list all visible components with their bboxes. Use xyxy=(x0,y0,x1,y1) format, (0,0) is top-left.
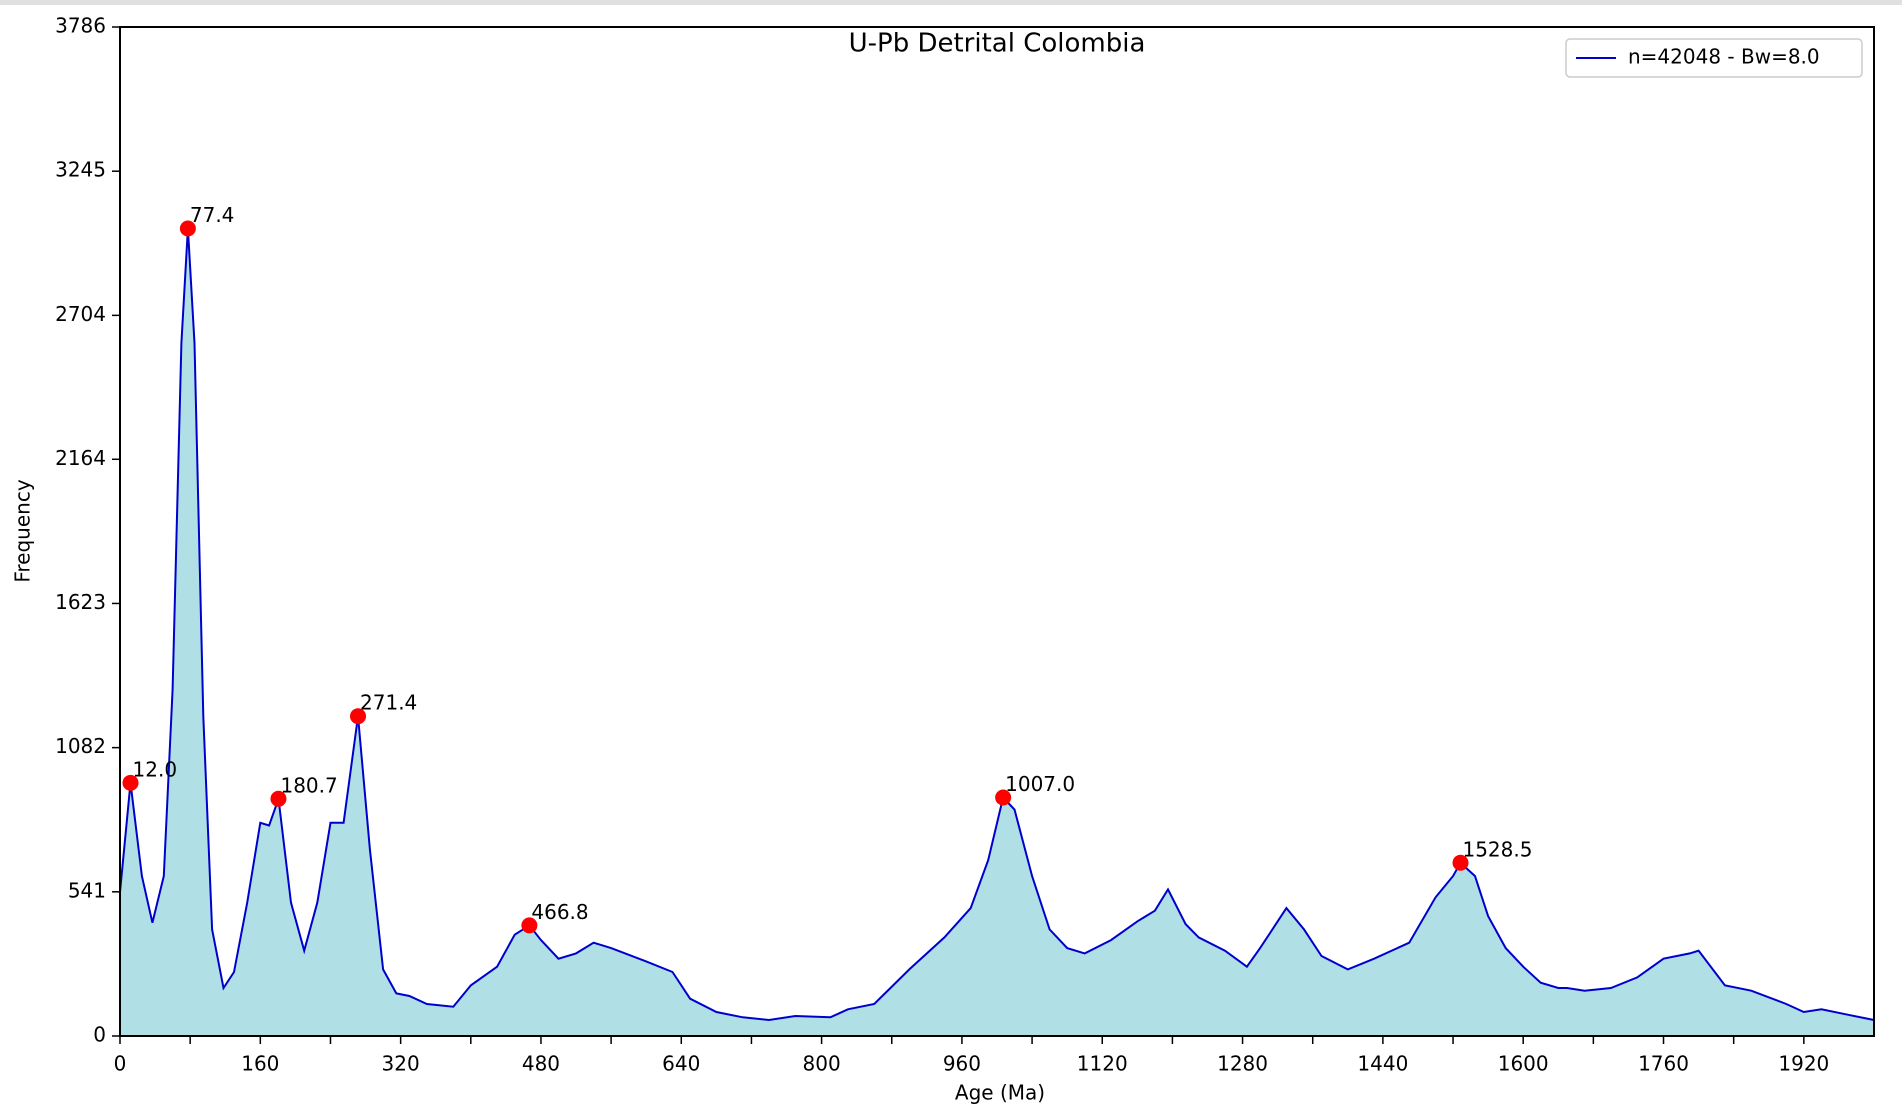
peak-label: 12.0 xyxy=(133,757,178,781)
y-tick-label: 2164 xyxy=(55,446,106,470)
peak-label: 180.7 xyxy=(280,773,337,797)
y-tick-label: 3786 xyxy=(55,14,106,38)
peak-marker xyxy=(350,708,367,725)
y-tick-label: 2704 xyxy=(55,302,106,326)
y-tick-label: 1082 xyxy=(55,734,106,758)
peak-label: 77.4 xyxy=(190,203,235,227)
legend-box xyxy=(1565,38,1863,78)
x-tick-label: 480 xyxy=(522,1052,560,1076)
x-tick-label: 160 xyxy=(241,1052,279,1076)
x-tick-label: 800 xyxy=(803,1052,841,1076)
x-tick-label: 0 xyxy=(114,1052,127,1076)
x-tick-label: 320 xyxy=(382,1052,420,1076)
x-tick-label: 1120 xyxy=(1077,1052,1128,1076)
x-tick-label: 1760 xyxy=(1638,1052,1689,1076)
peak-marker xyxy=(179,220,196,237)
top-bar xyxy=(0,0,1902,5)
x-tick-label: 1440 xyxy=(1357,1052,1408,1076)
y-tick-label: 3245 xyxy=(55,158,106,182)
y-axis-label: Frequency xyxy=(11,479,35,582)
chart-title: U-Pb Detrital Colombia xyxy=(849,29,1146,59)
peak-marker xyxy=(521,917,538,934)
y-tick-label: 541 xyxy=(68,878,106,902)
peak-label: 1528.5 xyxy=(1462,837,1532,861)
x-tick-label: 1600 xyxy=(1498,1052,1549,1076)
plot-frame xyxy=(119,26,1875,1037)
peak-marker xyxy=(1452,854,1469,871)
y-tick-label: 0 xyxy=(93,1023,106,1047)
x-axis-label: Age (Ma) xyxy=(955,1081,1045,1105)
x-tick-label: 1920 xyxy=(1778,1052,1829,1076)
peak-marker xyxy=(122,774,139,791)
x-tick-label: 1280 xyxy=(1217,1052,1268,1076)
peak-marker xyxy=(270,790,287,807)
peak-label: 1007.0 xyxy=(1005,772,1075,796)
legend-label: n=42048 - Bw=8.0 xyxy=(1628,45,1820,69)
peak-label: 466.8 xyxy=(531,900,588,924)
area xyxy=(120,228,1874,1036)
x-tick-label: 960 xyxy=(943,1052,981,1076)
peak-label: 271.4 xyxy=(360,691,417,715)
y-tick-label: 1623 xyxy=(55,590,106,614)
peak-marker xyxy=(995,789,1012,806)
x-tick-label: 640 xyxy=(662,1052,700,1076)
